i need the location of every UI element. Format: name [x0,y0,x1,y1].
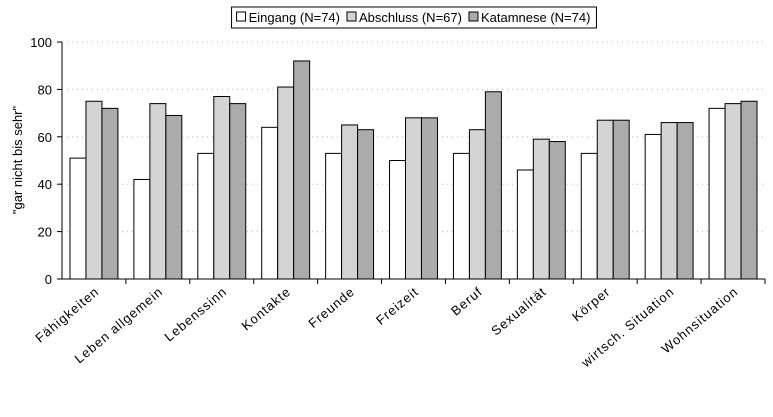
bar [277,86,295,280]
legend-swatch [236,11,247,22]
bar [548,141,566,280]
bar [708,107,726,280]
legend-label: Eingang (N=74) [249,10,340,25]
x-tick-label: Beruf [448,284,485,319]
bar [325,152,343,280]
y-tick-label: 100 [30,35,52,50]
x-tick-label: Lebenssinn [161,284,229,345]
x-tick-label: Körper [569,284,613,324]
bar [468,129,486,280]
bar [644,133,662,280]
bar [149,103,167,280]
bar [612,119,630,280]
legend: Eingang (N=74) Abschluss (N=67) Katamnese … [231,6,597,29]
bar [293,60,311,280]
bar [596,119,614,280]
bar [229,103,247,280]
bar [85,100,103,280]
bar [213,96,231,280]
y-tick-label: 60 [38,130,52,145]
y-tick-label: 0 [45,272,52,287]
bar [740,100,758,280]
bar [101,107,119,280]
legend-swatch [346,11,357,22]
x-tick-label: Sexualität [488,284,549,339]
bar [69,157,87,280]
bar [261,126,279,280]
bar [341,124,359,280]
legend-label: Katamnese (N=74) [481,10,590,25]
bar [532,138,550,280]
bar [133,178,151,280]
y-axis-label: "gar nicht bis sehr" [10,106,25,215]
x-tick-label: Freunde [305,284,357,331]
bar [197,152,215,280]
bar [420,117,438,280]
y-tick-label: 20 [38,225,52,240]
bar [452,152,470,280]
bar [660,122,678,280]
legend-box [231,6,597,29]
bar [165,114,183,280]
y-tick-label: 40 [38,177,52,192]
y-tick-label: 80 [38,82,52,97]
legend-label: Abschluss (N=67) [359,10,462,25]
bar [580,152,598,280]
bar [724,103,742,280]
bar [389,160,407,280]
bar [357,129,375,280]
legend-swatch [468,11,479,22]
bar [516,169,534,280]
bar [676,122,694,280]
x-tick-label: Kontakte [239,284,294,334]
bar [405,117,422,280]
x-tick-label: Fähigkeiten [32,284,102,346]
bar [484,91,502,280]
x-tick-label: Freizeit [373,284,421,328]
